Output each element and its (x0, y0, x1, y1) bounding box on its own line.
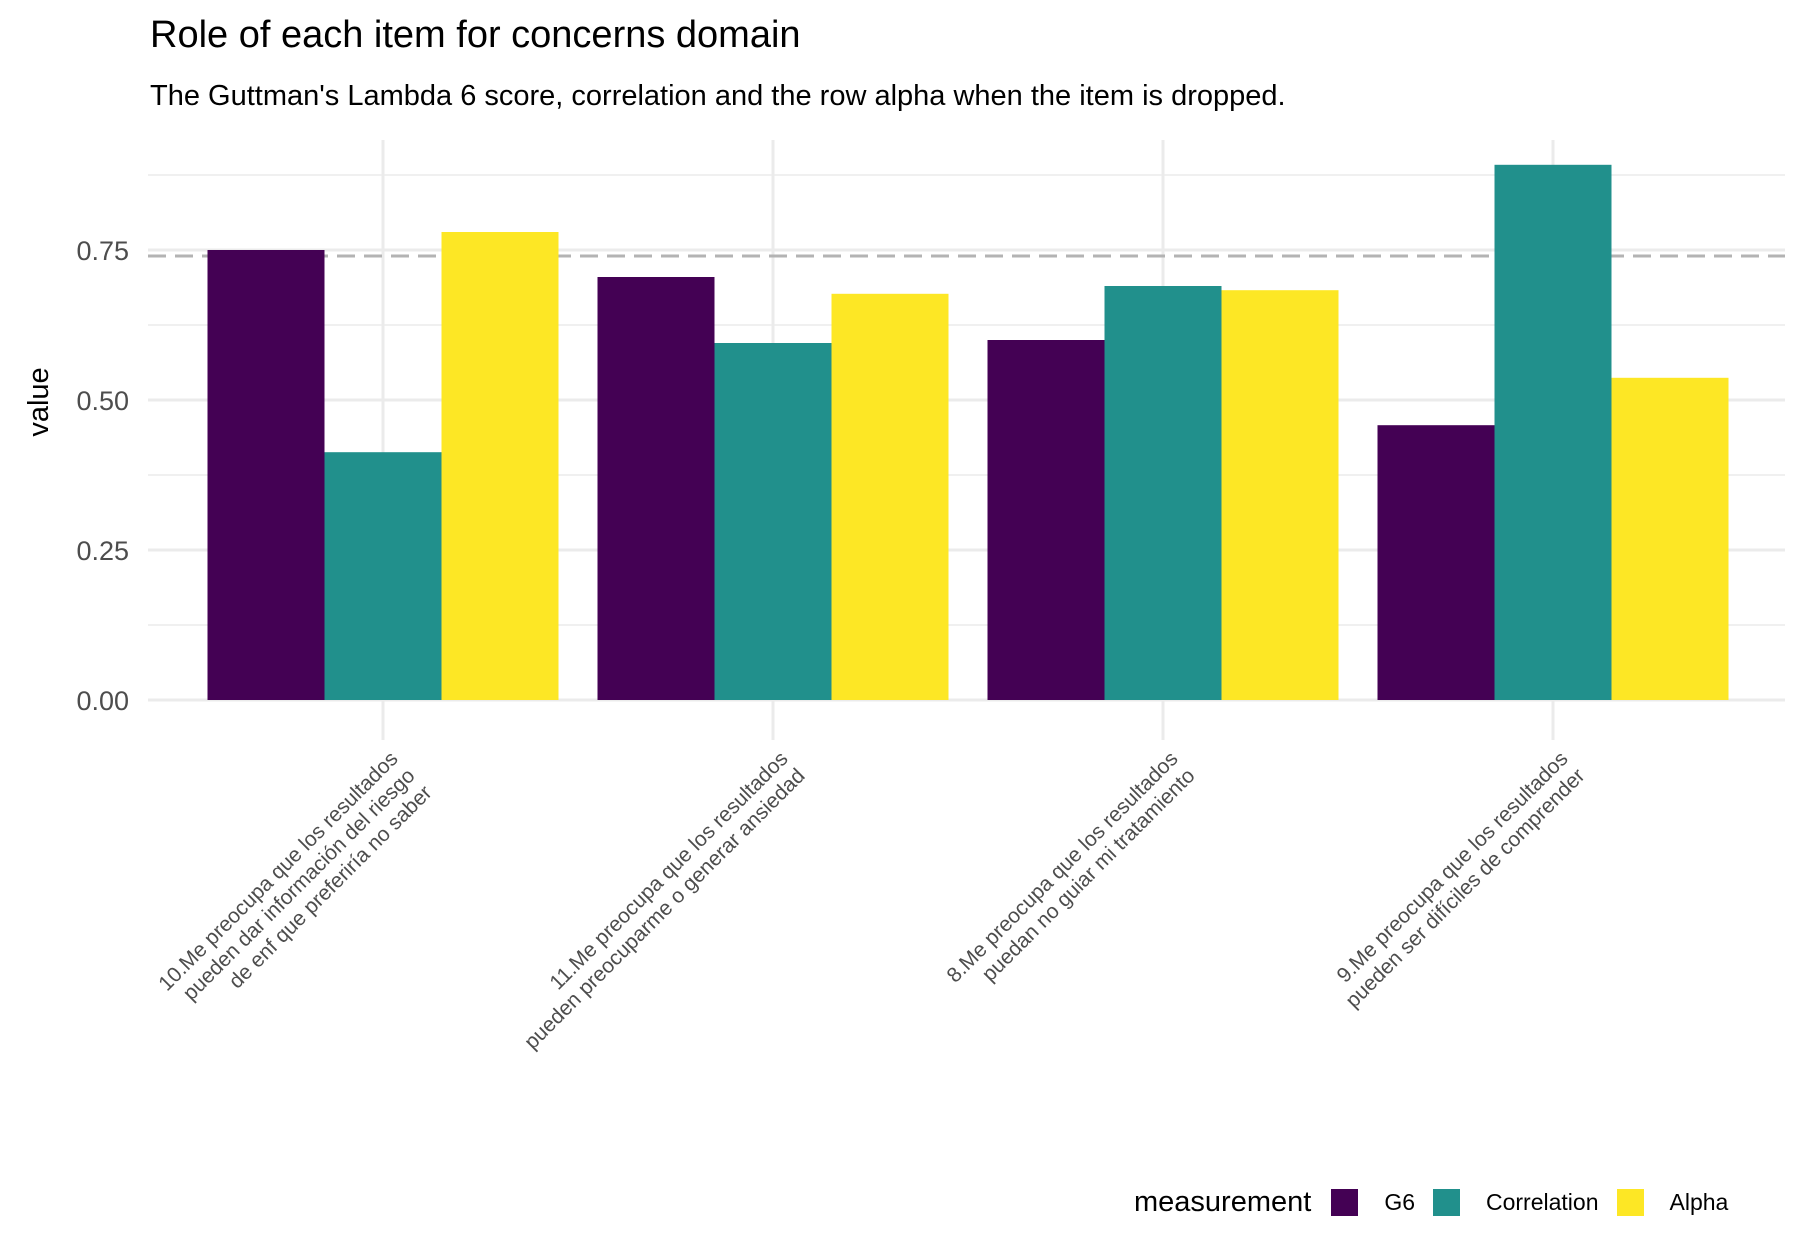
y-tick-label: 0.00 (76, 686, 129, 716)
bar-correlation-3 (1104, 286, 1222, 700)
x-category-label-line: 8.Me preocupa que los resultados (943, 747, 1183, 987)
y-tick-label: 0.50 (76, 386, 129, 416)
x-category-label: 10.Me preocupa que los resultadospueden … (154, 747, 436, 1005)
legend-title: measurement (1134, 1185, 1312, 1218)
x-category-label-line: pueden dar información del riesgo (179, 764, 420, 1005)
legend-swatch (1331, 1188, 1359, 1216)
x-category-label: 11.Me preocupa que los resultadospueden … (520, 747, 810, 1054)
x-category-label-line: pueden ser difíciles de comprender (1341, 764, 1589, 1012)
legend-swatch (1616, 1188, 1644, 1216)
bar-g6-2 (597, 277, 715, 700)
chart-subtitle: The Guttman's Lambda 6 score, correlatio… (150, 80, 1286, 112)
legend-label: G6 (1384, 1188, 1415, 1215)
bar-g6-3 (987, 340, 1105, 700)
legend-item-g6: G6 (1331, 1188, 1427, 1216)
bar-alpha-2 (831, 293, 949, 700)
legend-label: Alpha (1669, 1188, 1729, 1215)
y-axis-ticks: 0.00 0.25 0.50 0.75 (76, 236, 129, 716)
legend-label: Correlation (1486, 1188, 1599, 1215)
bar-correlation-2 (714, 343, 832, 700)
bar-g6-4 (1377, 425, 1495, 700)
chart-title: Role of each item for concerns domain (150, 14, 801, 56)
x-category-label-line: 9.Me preocupa que los resultados (1333, 747, 1573, 987)
legend: measurement G6 Correlation Alpha (1134, 1180, 1740, 1224)
x-category-label-line: puedan no guiar mi tratamiento (978, 764, 1200, 986)
bar-alpha-3 (1221, 290, 1339, 700)
x-axis-category-labels: 10.Me preocupa que los resultadospueden … (154, 747, 1589, 1053)
bar-correlation-1 (324, 452, 442, 700)
bar-alpha-4 (1611, 377, 1729, 700)
bars (207, 164, 1729, 701)
y-tick-label: 0.75 (76, 236, 129, 266)
y-tick-label: 0.25 (76, 536, 129, 566)
y-axis-label: value (23, 367, 55, 436)
legend-item-alpha: Alpha (1616, 1188, 1741, 1216)
x-category-label-line: pueden preocuparme o generar ansiedad (520, 764, 810, 1054)
legend-item-correlation: Correlation (1433, 1188, 1611, 1216)
x-category-label-line: 11.Me preocupa que los resultados (545, 747, 792, 994)
bar-g6-1 (207, 250, 325, 700)
legend-swatch (1433, 1188, 1460, 1216)
bar-alpha-1 (441, 232, 559, 700)
x-category-label-line: 10.Me preocupa que los resultados (154, 747, 402, 995)
bar-correlation-4 (1494, 164, 1612, 701)
